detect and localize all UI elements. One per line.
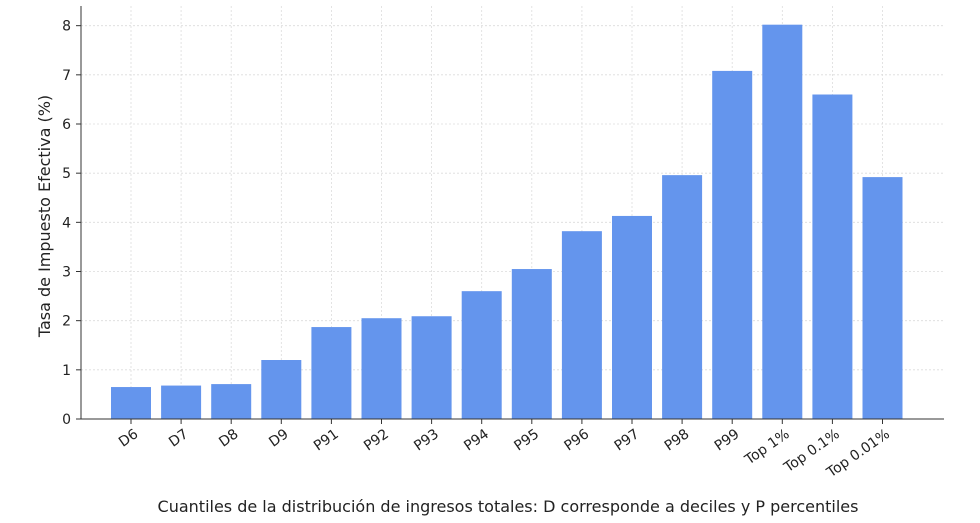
x-tick-label: P97 xyxy=(612,426,643,454)
x-axis-title: Cuantiles de la distribución de ingresos… xyxy=(158,497,859,516)
bars xyxy=(111,24,903,420)
bar xyxy=(662,175,703,419)
y-ticks: 0 1 2 3 4 5 6 7 8 xyxy=(62,19,81,428)
y-tick-label: 2 xyxy=(62,314,71,330)
x-tick-label: D6 xyxy=(116,426,141,450)
x-ticks: D6 D7 D8 D9 P91 P92 P93 P94 P95 P96 P97 P98 P99 Top 1… xyxy=(116,419,893,481)
bar xyxy=(762,24,803,420)
bar xyxy=(712,70,753,420)
bar xyxy=(311,327,352,419)
x-tick-label: D8 xyxy=(216,426,241,450)
y-tick-label: 5 xyxy=(62,166,71,182)
x-tick-label: D9 xyxy=(266,426,291,450)
x-tick-label: P96 xyxy=(562,426,593,454)
y-tick-label: 7 xyxy=(62,68,71,84)
x-tick-label: P98 xyxy=(662,426,693,454)
y-tick-label: 8 xyxy=(62,19,71,35)
bar xyxy=(161,385,202,419)
x-tick-label: P91 xyxy=(311,426,342,454)
y-axis-title: Tasa de Impuesto Efectiva (%) xyxy=(35,95,54,338)
bar xyxy=(511,269,552,419)
y-tick-label: 0 xyxy=(62,412,71,428)
bar xyxy=(411,316,452,419)
bar xyxy=(612,215,652,419)
bar xyxy=(812,94,853,419)
x-tick-label: P95 xyxy=(511,426,542,454)
x-tick-label: P94 xyxy=(461,426,492,454)
y-tick-label: 3 xyxy=(62,265,71,281)
x-tick-label: P93 xyxy=(411,426,442,454)
bar xyxy=(111,387,151,419)
bar xyxy=(561,231,602,419)
bar xyxy=(261,360,302,419)
x-tick-label: D7 xyxy=(166,426,191,450)
x-tick-label: P99 xyxy=(712,426,743,454)
bar xyxy=(862,177,903,419)
bar xyxy=(361,318,402,419)
bar xyxy=(461,291,502,419)
y-tick-label: 4 xyxy=(62,215,71,231)
x-tick-label: P92 xyxy=(361,426,392,454)
y-tick-label: 1 xyxy=(62,363,71,379)
y-tick-label: 6 xyxy=(62,117,71,133)
bar xyxy=(211,384,252,419)
